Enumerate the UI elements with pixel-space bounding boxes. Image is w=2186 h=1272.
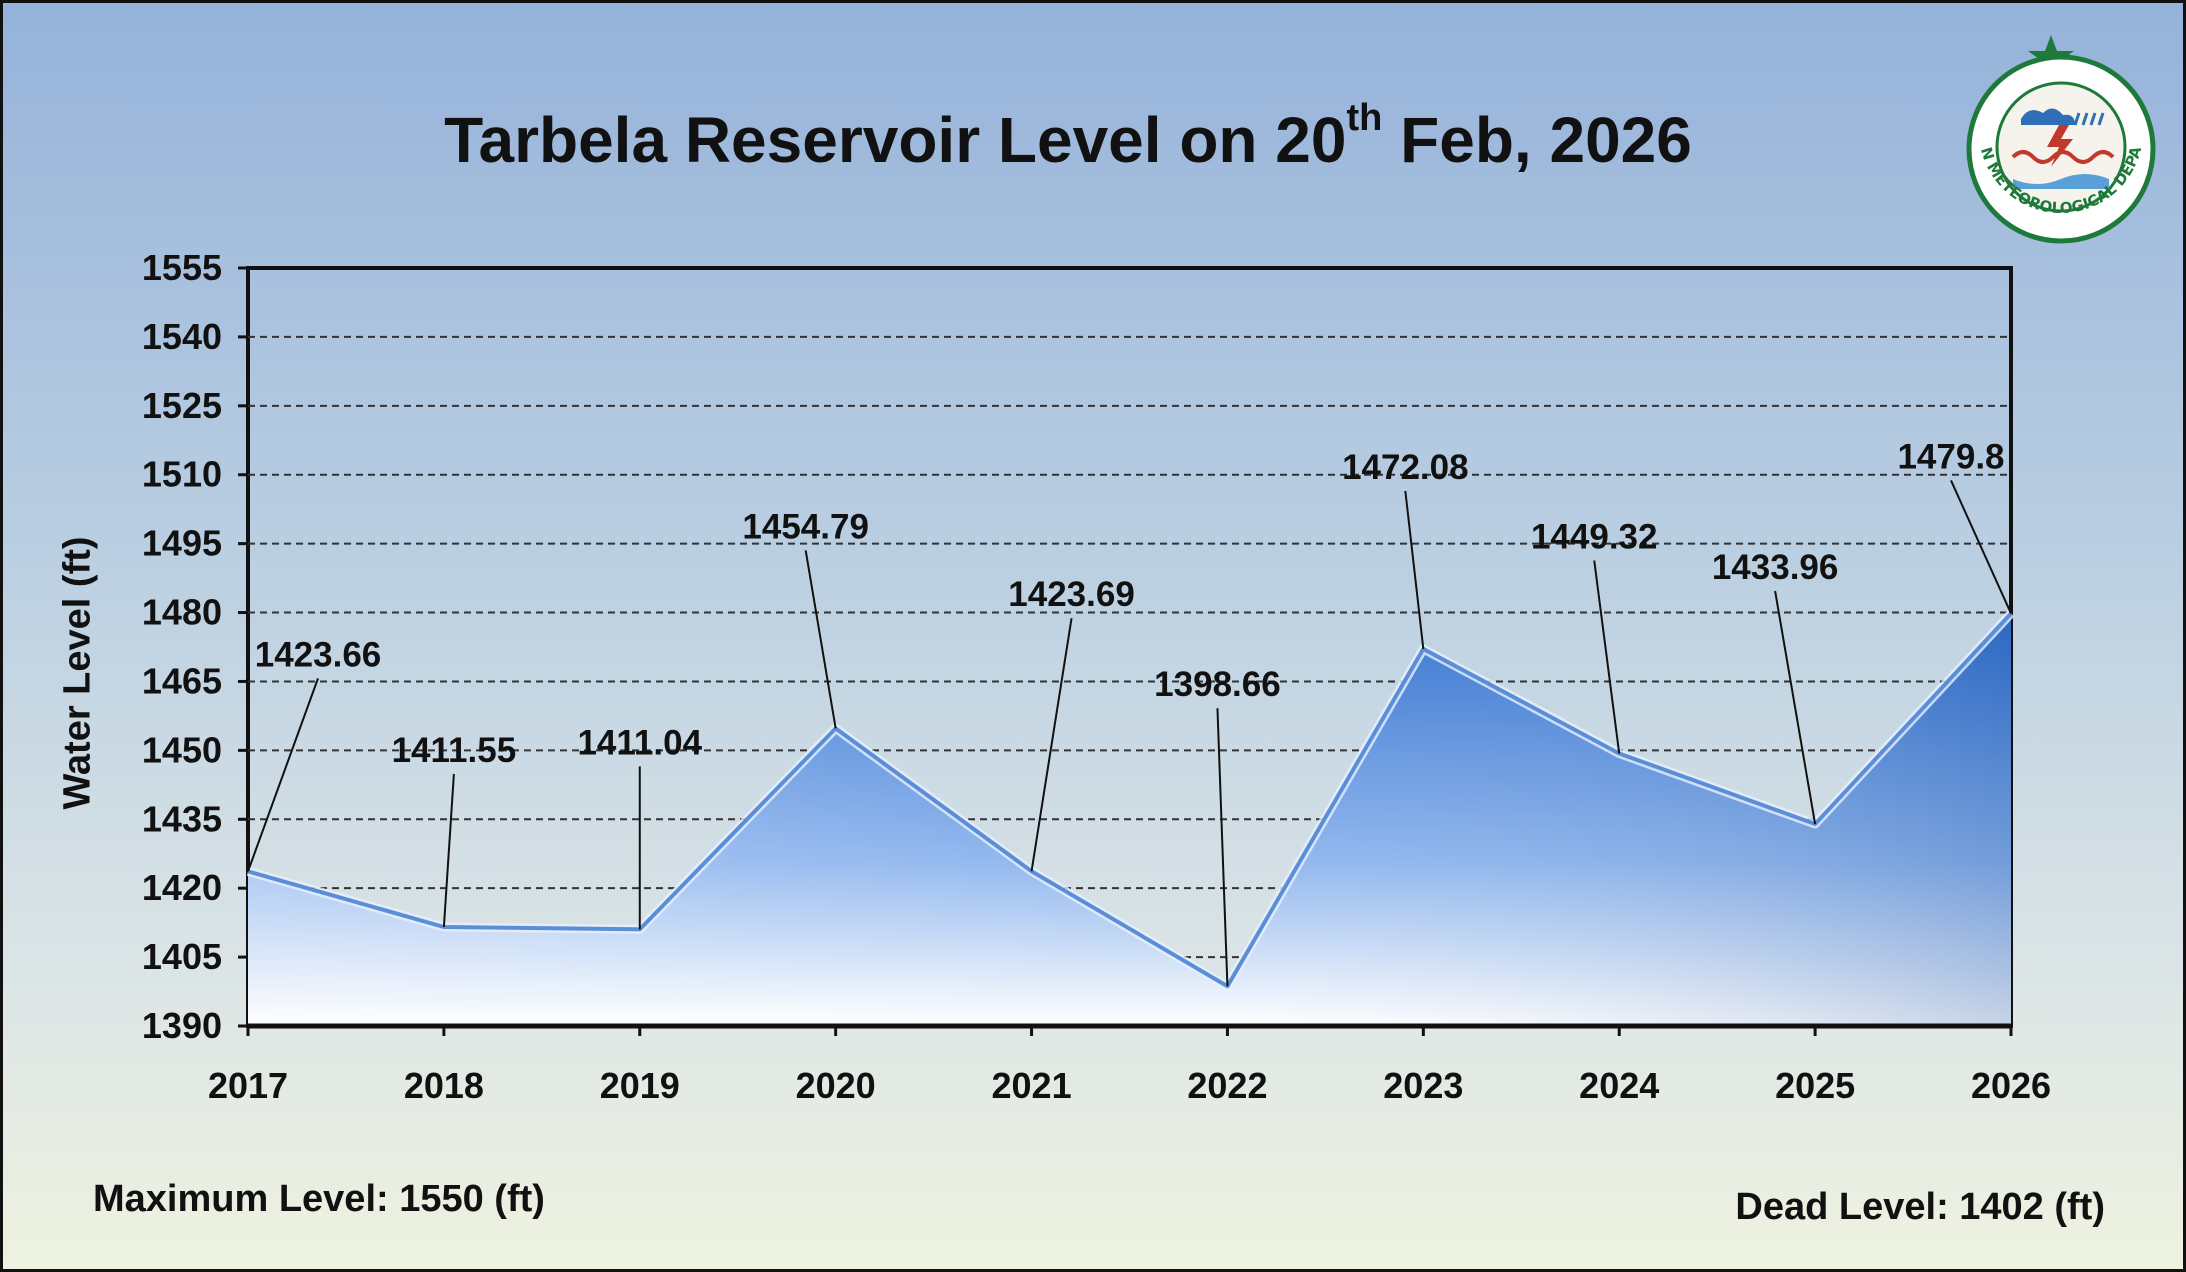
pmd-logo: PAKISTAN METEOROLOGICAL DEPARTMENT bbox=[1951, 29, 2156, 244]
leader-line bbox=[1216, 708, 1229, 987]
x-tick-label: 2021 bbox=[992, 1065, 1072, 1106]
leader-line bbox=[1950, 480, 2012, 614]
wave-icon bbox=[2011, 150, 2115, 164]
y-tick-label: 1435 bbox=[142, 798, 222, 839]
cloud-icon bbox=[2021, 108, 2075, 125]
data-label: 1423.69 bbox=[1008, 575, 1135, 614]
y-tick-label: 1390 bbox=[142, 1005, 222, 1046]
y-tick-label: 1480 bbox=[142, 592, 222, 633]
x-tick-label: 2019 bbox=[600, 1065, 680, 1106]
title-superscript: th bbox=[1346, 97, 1383, 139]
x-tick-label: 2024 bbox=[1579, 1065, 1659, 1106]
leader-line bbox=[442, 773, 455, 928]
leader-line bbox=[1030, 618, 1073, 872]
reservoir-level-chart: 1390 1405 1420 1435 1450 1465 1480 1495 1510 1525… bbox=[142, 247, 2051, 1106]
data-labels: 1423.66 1411.55 1411.04 1454.79 1423.69 1398.… bbox=[247, 437, 2012, 987]
leader-line bbox=[1404, 490, 1425, 650]
leader-line bbox=[1774, 590, 1817, 825]
y-tick-label: 1450 bbox=[142, 729, 222, 770]
y-tick-label: 1525 bbox=[142, 385, 222, 426]
lightning-icon bbox=[2047, 125, 2073, 167]
axes: 1390 1405 1420 1435 1450 1465 1480 1495 1510 1525… bbox=[142, 247, 2051, 1106]
x-tick-label: 2025 bbox=[1775, 1065, 1855, 1106]
data-label: 1411.04 bbox=[577, 723, 702, 762]
data-label: 1433.96 bbox=[1712, 548, 1839, 587]
y-tick-label: 1420 bbox=[142, 867, 222, 908]
y-tick-label: 1555 bbox=[142, 247, 222, 288]
x-tick-label: 2017 bbox=[208, 1065, 288, 1106]
leader-line bbox=[1593, 560, 1621, 754]
chart-title: Tarbela Reservoir Level on 20th Feb, 202… bbox=[3, 97, 2133, 177]
y-tick-label: 1510 bbox=[142, 454, 222, 495]
data-label: 1449.32 bbox=[1531, 517, 1658, 556]
title-main: Tarbela Reservoir Level on 20 bbox=[444, 104, 1347, 176]
leader-line bbox=[804, 550, 837, 729]
leader-line bbox=[247, 678, 319, 872]
y-tick-label: 1540 bbox=[142, 316, 222, 357]
data-label: 1398.66 bbox=[1154, 665, 1281, 704]
x-tick-label: 2022 bbox=[1187, 1065, 1267, 1106]
area-series bbox=[246, 610, 2015, 1026]
data-label: 1411.55 bbox=[392, 731, 517, 770]
title-suffix: Feb, 2026 bbox=[1382, 104, 1692, 176]
maximum-level-note: Maximum Level: 1550 (ft) bbox=[93, 1178, 545, 1220]
x-tick-label: 2018 bbox=[404, 1065, 484, 1106]
y-tick-label: 1465 bbox=[142, 660, 222, 701]
water-icon bbox=[2013, 174, 2109, 189]
x-tick-label: 2023 bbox=[1383, 1065, 1463, 1106]
y-tick-label: 1405 bbox=[142, 936, 222, 977]
data-label: 1472.08 bbox=[1342, 448, 1469, 487]
data-label: 1423.66 bbox=[255, 635, 382, 674]
rain-icon bbox=[2073, 112, 2105, 126]
x-tick-label: 2026 bbox=[1971, 1065, 2051, 1106]
area-shading bbox=[248, 613, 2011, 1026]
data-label: 1479.8 bbox=[1897, 437, 2004, 476]
dead-level-note: Dead Level: 1402 (ft) bbox=[1735, 1186, 2105, 1228]
y-tick-label: 1495 bbox=[142, 523, 222, 564]
series-line bbox=[247, 612, 2013, 989]
data-label: 1454.79 bbox=[742, 507, 869, 546]
x-tick-label: 2020 bbox=[796, 1065, 876, 1106]
